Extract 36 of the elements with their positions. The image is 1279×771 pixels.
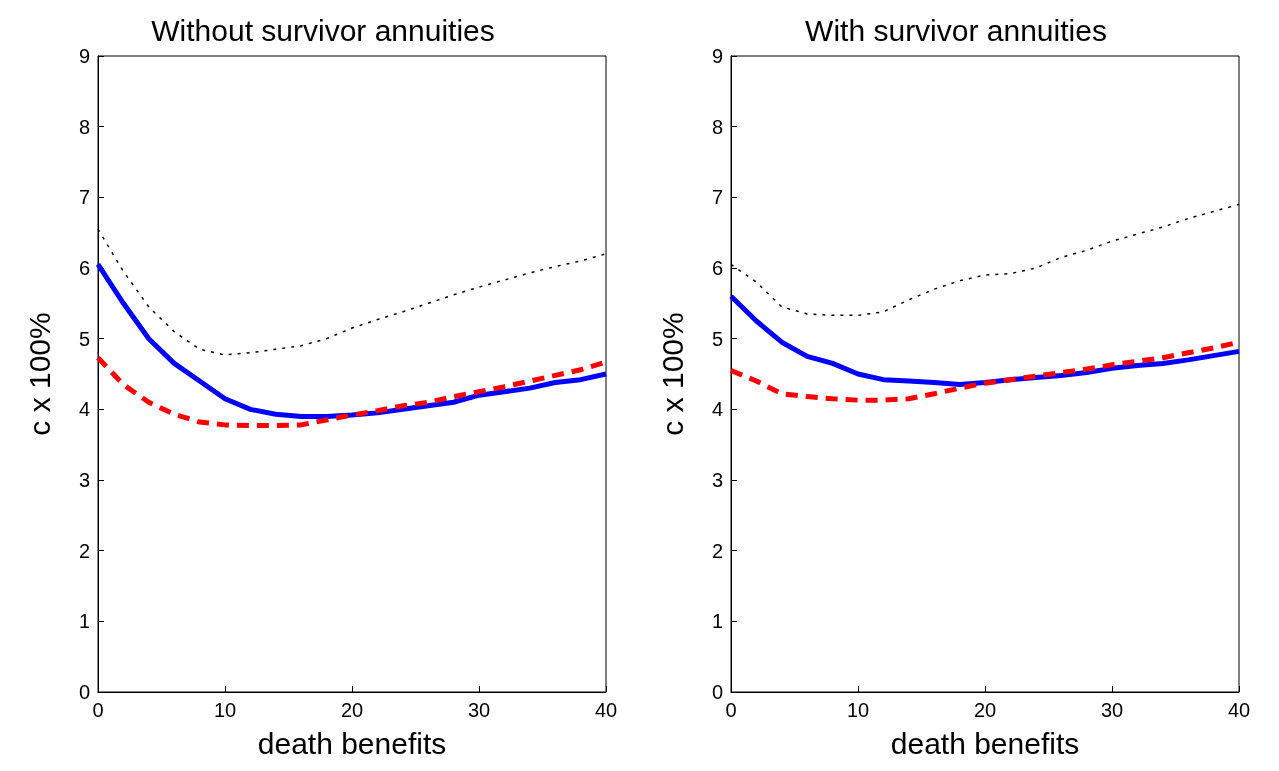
y-tick-label: 1 xyxy=(78,610,90,633)
chart-title: Without survivor annuities xyxy=(151,13,495,47)
y-tick-label: 2 xyxy=(711,539,723,562)
y-tick-label: 8 xyxy=(78,115,90,138)
x-tick-label: 40 xyxy=(1227,699,1251,721)
y-tick-label: 9 xyxy=(78,45,90,67)
y-tick-label: 4 xyxy=(78,398,90,421)
y-tick-label: 6 xyxy=(78,257,90,279)
y-tick-label: 1 xyxy=(711,610,723,633)
x-axis-title: death benefits xyxy=(257,726,447,760)
y-tick-label: 2 xyxy=(78,539,90,562)
y-tick-label: 6 xyxy=(711,257,723,279)
y-tick-label: 4 xyxy=(711,398,723,421)
x-tick-label: 0 xyxy=(725,699,737,721)
x-tick-label: 0 xyxy=(92,699,104,721)
x-tick-label: 30 xyxy=(467,699,491,721)
y-tick-label: 3 xyxy=(78,469,90,491)
x-tick-label: 30 xyxy=(1100,699,1124,721)
y-tick-label: 0 xyxy=(78,681,90,703)
y-tick-label: 5 xyxy=(711,327,723,350)
x-tick-label: 40 xyxy=(594,699,618,721)
y-tick-label: 7 xyxy=(78,186,90,209)
chart-title: With survivor annuities xyxy=(805,13,1107,47)
y-axis-title: c x 100% xyxy=(655,312,689,436)
x-tick-label: 10 xyxy=(213,699,237,721)
x-tick-label: 10 xyxy=(846,699,870,721)
y-axis-title: c x 100% xyxy=(22,312,56,436)
y-tick-label: 9 xyxy=(711,45,723,67)
x-axis-title: death benefits xyxy=(890,726,1080,760)
y-tick-label: 7 xyxy=(711,186,723,209)
x-tick-label: 20 xyxy=(340,699,364,721)
y-tick-label: 0 xyxy=(711,681,723,703)
y-tick-label: 8 xyxy=(711,115,723,138)
y-tick-label: 3 xyxy=(711,469,723,491)
x-tick-label: 20 xyxy=(973,699,997,721)
y-tick-label: 5 xyxy=(78,327,90,350)
